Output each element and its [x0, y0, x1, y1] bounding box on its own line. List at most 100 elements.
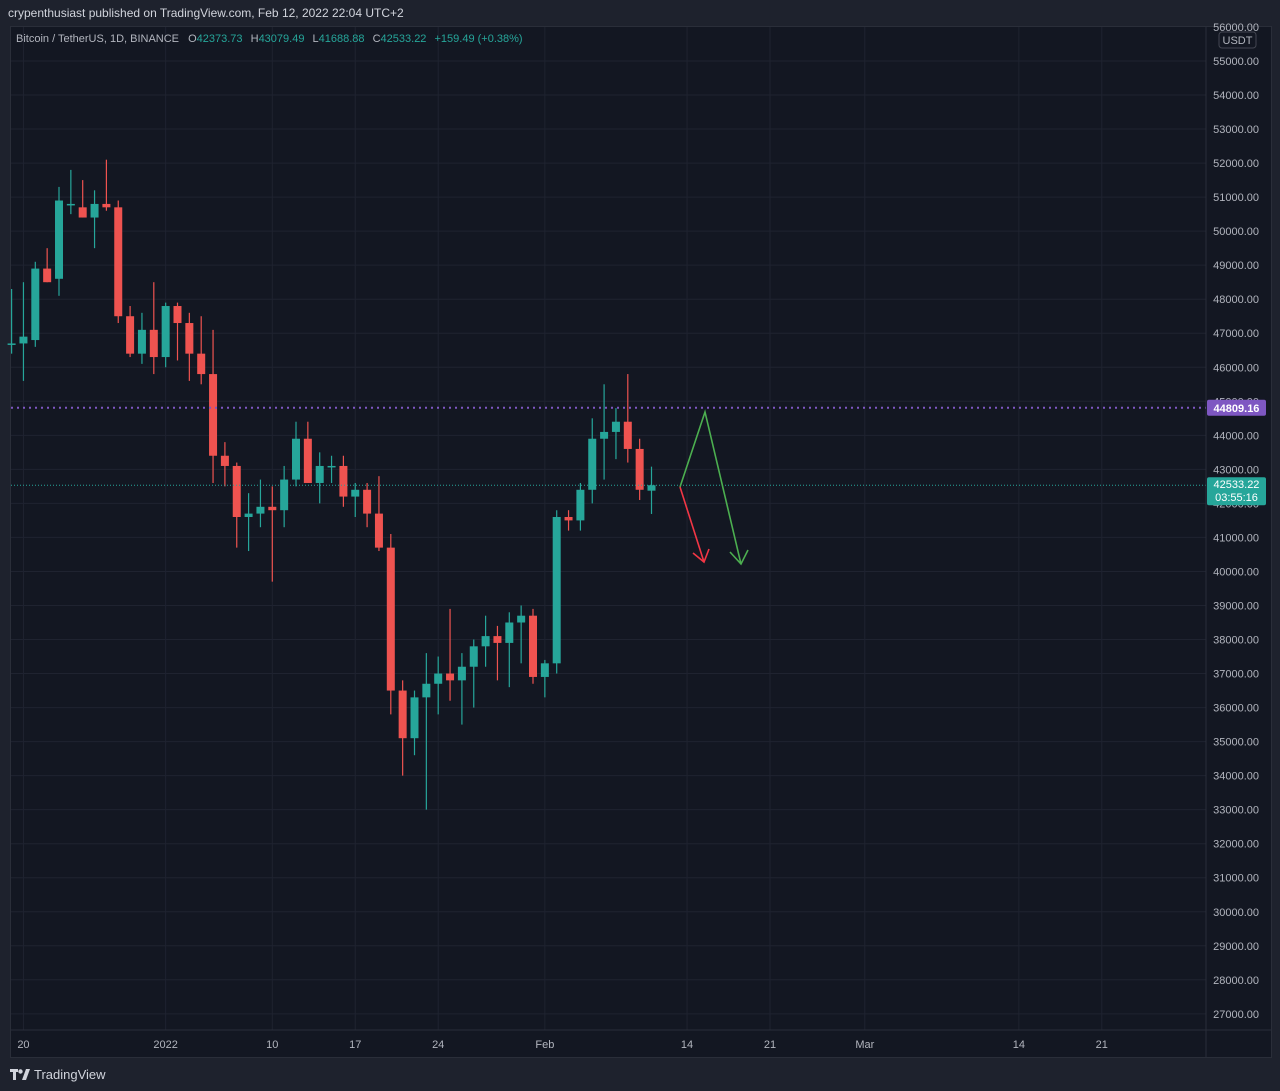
candle-body: [43, 268, 52, 283]
candle[interactable]: [31, 261, 40, 347]
candle[interactable]: [197, 316, 206, 385]
candle-body: [209, 374, 218, 456]
x-tick-label: 14: [681, 1039, 693, 1051]
candle[interactable]: [422, 653, 431, 810]
candle[interactable]: [386, 534, 395, 715]
candle[interactable]: [410, 690, 419, 756]
candle-body: [398, 690, 407, 739]
candle[interactable]: [540, 659, 549, 698]
countdown-text: 03:55:16: [1215, 492, 1258, 504]
candle[interactable]: [161, 302, 170, 368]
candle[interactable]: [66, 169, 75, 215]
candle[interactable]: [611, 408, 620, 460]
candle-body: [90, 203, 99, 218]
candle[interactable]: [78, 180, 87, 218]
candle-body: [386, 547, 395, 691]
candle-body: [481, 636, 490, 647]
candle[interactable]: [209, 329, 218, 483]
candle-body: [623, 421, 632, 449]
candle[interactable]: [43, 248, 52, 283]
candle[interactable]: [315, 452, 324, 504]
price-axis[interactable]: [1206, 27, 1271, 1030]
publisher-text: crypenthusiast published on TradingView.…: [8, 6, 404, 20]
candle-body: [256, 506, 265, 514]
candle[interactable]: [268, 486, 277, 582]
candle[interactable]: [303, 421, 312, 483]
candle[interactable]: [327, 455, 336, 483]
candle[interactable]: [292, 421, 300, 487]
candle[interactable]: [493, 625, 502, 681]
candle[interactable]: [588, 418, 597, 504]
candle-body: [339, 465, 348, 497]
y-tick-label: 32000.00: [1213, 839, 1259, 851]
candle[interactable]: [552, 510, 561, 674]
candle[interactable]: [398, 680, 407, 776]
tradingview-logo[interactable]: TradingView: [10, 1067, 106, 1082]
candle[interactable]: [374, 476, 383, 552]
candle-body: [244, 513, 253, 518]
open-label: O: [188, 33, 197, 45]
candle[interactable]: [635, 438, 644, 500]
candle[interactable]: [256, 479, 265, 528]
tradingview-logo-icon: [10, 1068, 30, 1080]
candle-body: [505, 622, 514, 643]
candle[interactable]: [469, 639, 478, 708]
symbol-name: Bitcoin / TetherUS, 1D, BINANCE: [16, 33, 180, 45]
candle[interactable]: [434, 656, 443, 715]
candle[interactable]: [351, 482, 360, 518]
candle[interactable]: [173, 302, 182, 361]
symbol-legend: Bitcoin / TetherUS, 1D, BINANCE O42373.7…: [16, 33, 523, 45]
x-tick-label: 14: [1013, 1039, 1025, 1051]
candle[interactable]: [505, 612, 514, 688]
candle-body: [647, 485, 656, 491]
candle[interactable]: [137, 312, 146, 364]
candle[interactable]: [55, 186, 63, 296]
candle[interactable]: [576, 482, 585, 531]
y-tick-label: 54000.00: [1213, 90, 1259, 102]
candle-body: [374, 513, 383, 548]
last-price-text: 42533.22: [1214, 479, 1260, 491]
candle[interactable]: [457, 653, 466, 725]
y-tick-label: 38000.00: [1213, 635, 1259, 647]
y-tick-label: 48000.00: [1213, 294, 1259, 306]
x-tick-label: 21: [1096, 1039, 1108, 1051]
candle[interactable]: [481, 615, 490, 667]
candle-body: [126, 316, 135, 354]
candle[interactable]: [446, 608, 455, 701]
candle[interactable]: [185, 312, 194, 381]
x-tick-label: 20: [17, 1039, 29, 1051]
y-tick-label: 51000.00: [1213, 192, 1259, 204]
candle[interactable]: [339, 455, 348, 507]
low-label: L: [312, 33, 319, 45]
candle[interactable]: [647, 466, 656, 514]
candle[interactable]: [102, 159, 111, 211]
y-tick-label: 44000.00: [1213, 430, 1259, 442]
candle[interactable]: [126, 306, 135, 358]
candle[interactable]: [564, 510, 573, 531]
candle-body: [351, 489, 360, 497]
candle[interactable]: [7, 289, 16, 354]
candle[interactable]: [114, 200, 123, 324]
candle[interactable]: [517, 605, 526, 664]
candle[interactable]: [363, 482, 372, 528]
candle[interactable]: [232, 462, 241, 548]
candle-body: [185, 323, 194, 354]
candle[interactable]: [280, 465, 289, 528]
y-tick-label: 55000.00: [1213, 56, 1259, 68]
candle[interactable]: [19, 282, 28, 381]
candle-body: [327, 465, 336, 468]
red-arrowhead: [692, 548, 710, 564]
chart-frame[interactable]: [10, 26, 1272, 1058]
candle[interactable]: [529, 608, 537, 684]
candle[interactable]: [149, 282, 158, 375]
candle[interactable]: [623, 374, 632, 463]
candle[interactable]: [90, 190, 99, 249]
currency-badge[interactable]: USDT: [1218, 31, 1257, 49]
candle[interactable]: [600, 384, 609, 480]
candle-body: [161, 306, 170, 358]
candle[interactable]: [220, 442, 229, 487]
candle[interactable]: [244, 493, 253, 552]
y-tick-label: 52000.00: [1213, 158, 1259, 170]
time-axis-ticks[interactable]: 20 2022 10 17 24 Feb 14 21 Mar 14 21: [17, 1039, 1108, 1051]
